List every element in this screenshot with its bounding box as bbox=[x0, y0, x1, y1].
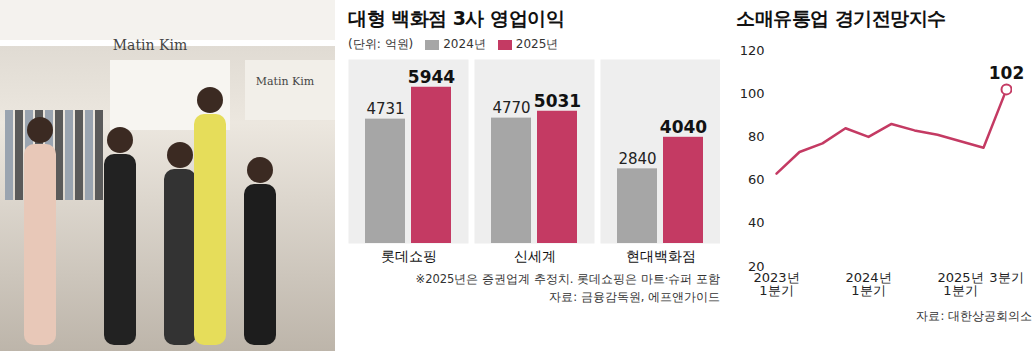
svg-text:현대백화점: 현대백화점 bbox=[626, 248, 696, 264]
svg-text:3분기: 3분기 bbox=[989, 270, 1023, 285]
html-text:자료: 대한상공회의소: 자료: 대한상공회의소 bbox=[916, 309, 1032, 323]
svg-text:2025년1분기: 2025년1분기 bbox=[937, 270, 983, 298]
svg-text:40: 40 bbox=[748, 215, 765, 230]
svg-text:5031: 5031 bbox=[534, 91, 581, 111]
html-text:2025년: 2025년 bbox=[515, 37, 559, 51]
html-text:대형 백화점 3사 영업이익: 대형 백화점 3사 영업이익 bbox=[348, 7, 565, 29]
svg-text:4770: 4770 bbox=[492, 99, 530, 117]
svg-text:5944: 5944 bbox=[408, 67, 455, 87]
svg-text:2024년1분기: 2024년1분기 bbox=[845, 270, 891, 298]
svg-text:Matin Kim: Matin Kim bbox=[256, 75, 315, 88]
html-text:소매유통업 경기전망지수: 소매유통업 경기전망지수 bbox=[736, 7, 946, 29]
html-text:※2025년은 증권업계 추정치. 롯데쇼핑은 마트·슈퍼: ※2025년은 증권업계 추정치. 롯데쇼핑은 마트·슈퍼 포함 bbox=[415, 272, 720, 286]
svg-text:신세계: 신세계 bbox=[514, 248, 556, 264]
html-text:(단위: 억원): (단위: 억원) bbox=[348, 37, 414, 51]
svg-text:4731: 4731 bbox=[366, 100, 404, 118]
svg-text:120: 120 bbox=[740, 43, 765, 58]
svg-text:100: 100 bbox=[740, 86, 765, 101]
svg-text:102: 102 bbox=[989, 63, 1025, 83]
svg-text:Matin Kim: Matin Kim bbox=[113, 37, 187, 53]
svg-text:20: 20 bbox=[748, 258, 765, 274]
svg-text:2840: 2840 bbox=[618, 150, 656, 168]
svg-text:4040: 4040 bbox=[660, 117, 707, 137]
svg-text:60: 60 bbox=[748, 172, 765, 187]
svg-text:롯데쇼핑: 롯데쇼핑 bbox=[381, 248, 437, 264]
svg-text:80: 80 bbox=[748, 129, 765, 144]
html-text:2024년: 2024년 bbox=[443, 37, 486, 51]
html-text:자료: 금융감독원, 에프앤가이드: 자료: 금융감독원, 에프앤가이드 bbox=[549, 290, 720, 304]
svg-text:2023년1분기: 2023년1분기 bbox=[753, 270, 799, 298]
